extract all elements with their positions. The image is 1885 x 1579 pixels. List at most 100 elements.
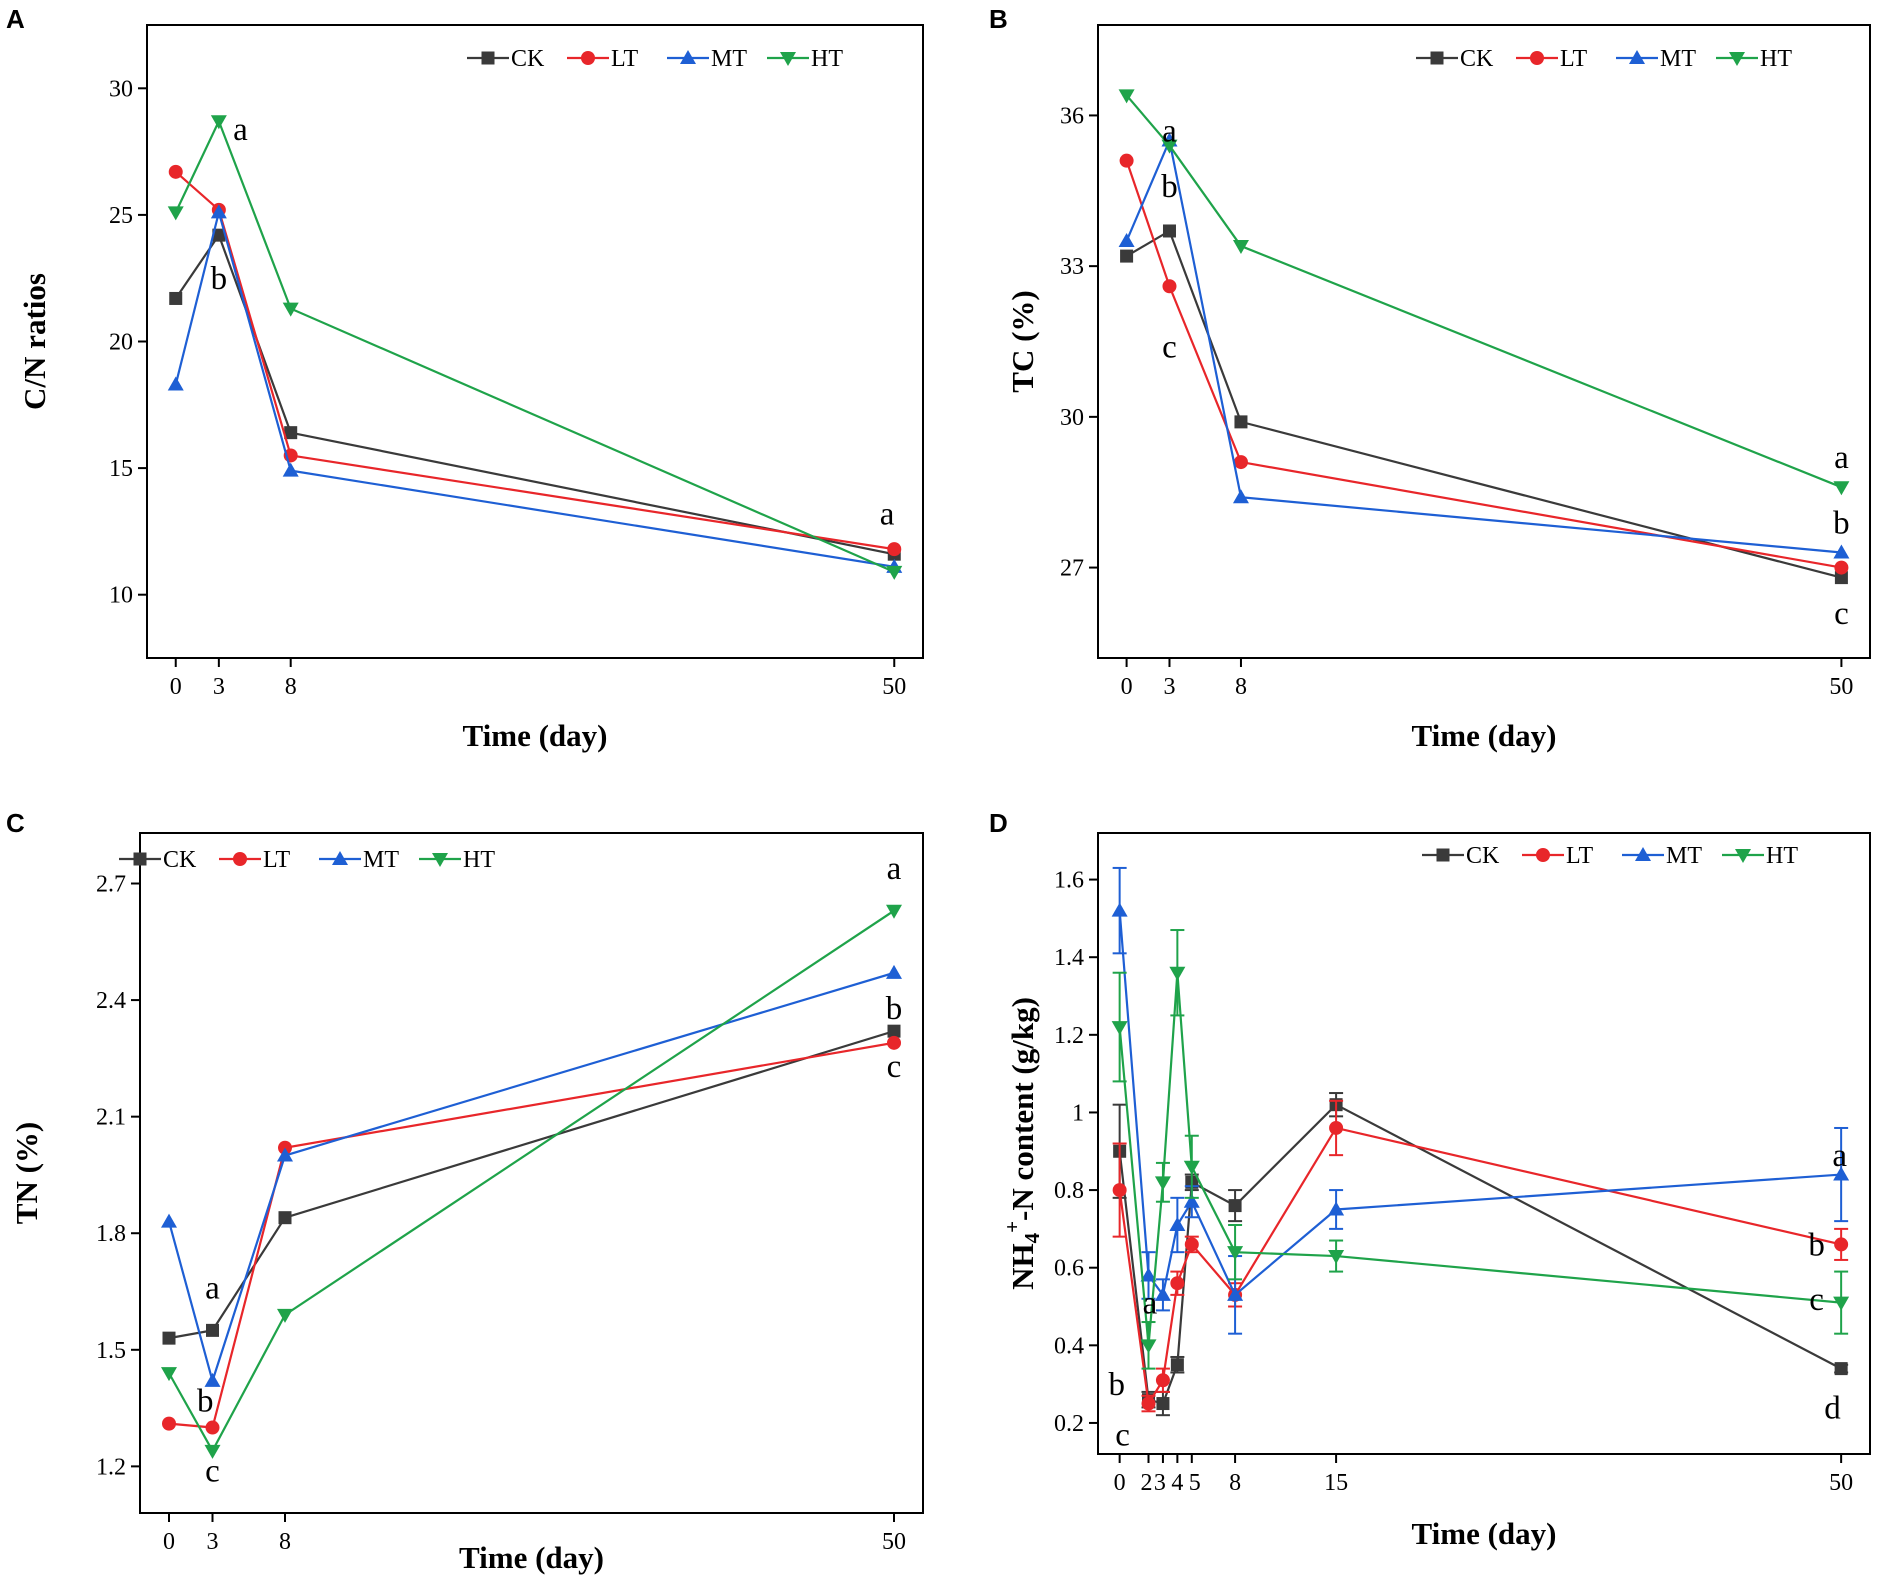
legend-label: HT xyxy=(811,46,843,72)
series-line xyxy=(1118,972,1842,1346)
y-tick-label: 0.4 xyxy=(1054,1333,1084,1359)
significance-letter: c xyxy=(1162,330,1177,366)
data-point xyxy=(161,1213,177,1228)
series-line xyxy=(168,1030,895,1340)
y-tick-label: 30 xyxy=(109,76,133,102)
data-point xyxy=(206,1323,219,1337)
data-point xyxy=(1141,1396,1156,1411)
series-line xyxy=(174,208,895,568)
significance-letter: b xyxy=(1833,505,1850,541)
data-point xyxy=(204,1444,221,1459)
y-tick-label: 1.6 xyxy=(1054,868,1084,894)
legend-item-ht: HT xyxy=(1722,843,1798,869)
series-line xyxy=(168,909,895,1454)
legend-marker xyxy=(780,52,796,66)
significance-letter: d xyxy=(1824,1390,1841,1426)
data-point xyxy=(1833,544,1850,559)
series-mt xyxy=(1118,132,1850,559)
x-tick-label: 0 xyxy=(163,1529,175,1555)
data-point xyxy=(277,1308,293,1323)
data-point xyxy=(1119,153,1134,168)
legend-marker xyxy=(1536,848,1550,862)
data-point xyxy=(886,565,903,580)
significance-letter: b xyxy=(1109,1367,1126,1403)
panel-letter: A xyxy=(6,4,25,34)
legend-marker xyxy=(133,852,147,866)
legend-item-lt: LT xyxy=(567,46,638,72)
data-point xyxy=(1162,279,1177,294)
legend-marker xyxy=(481,51,495,65)
y-tick-label: 1.4 xyxy=(1054,945,1084,971)
legend-item-ck: CK xyxy=(467,46,545,72)
data-point xyxy=(1227,1246,1244,1261)
data-point xyxy=(1834,571,1848,585)
y-tick-label: 1.2 xyxy=(96,1454,126,1480)
legend: CK LT MT HT xyxy=(1422,843,1798,869)
series-ck xyxy=(162,1024,901,1345)
y-tick-label: 1.2 xyxy=(1054,1023,1084,1049)
legend-label: MT xyxy=(711,46,747,72)
legend-item-ck: CK xyxy=(119,847,197,873)
significance-letter: b xyxy=(886,991,903,1027)
data-point xyxy=(1833,481,1850,496)
x-tick-label: 5 xyxy=(1189,1470,1201,1496)
data-point xyxy=(205,1420,220,1435)
series-line xyxy=(175,171,895,551)
x-tick-label: 0 xyxy=(1121,674,1133,700)
significance-letter: c xyxy=(1115,1418,1130,1454)
x-axis-title: Time (day) xyxy=(459,1540,604,1575)
data-point xyxy=(1183,1193,1200,1208)
x-tick-label: 50 xyxy=(882,1529,906,1555)
plot-frame xyxy=(1097,24,1871,659)
panel-letter: B xyxy=(989,4,1008,34)
significance-letter: a xyxy=(233,112,248,148)
legend-marker xyxy=(1729,52,1745,66)
x-tick-label: 50 xyxy=(1829,1470,1853,1496)
series-line xyxy=(1125,136,1842,554)
data-point xyxy=(168,164,183,179)
legend-label: CK xyxy=(1466,843,1500,869)
legend-marker xyxy=(233,852,247,866)
y-tick-label: 30 xyxy=(1060,405,1084,431)
data-point xyxy=(1154,1286,1171,1301)
legend-label: LT xyxy=(611,46,638,72)
data-point xyxy=(1111,902,1128,917)
legend-marker xyxy=(1635,847,1651,861)
legend: CK LT MT HT xyxy=(119,847,495,873)
legend-label: MT xyxy=(363,847,399,873)
data-point xyxy=(1183,1160,1200,1175)
legend-item-mt: MT xyxy=(667,46,747,72)
x-axis-title: Time (day) xyxy=(1412,1516,1557,1551)
x-tick-label: 0 xyxy=(1114,1470,1126,1496)
series-lt xyxy=(1119,153,1849,575)
data-point xyxy=(1234,415,1248,429)
significance-letter: a xyxy=(1143,1286,1158,1322)
y-tick-label: 36 xyxy=(1060,103,1084,129)
y-axis-title: NH4+-N content (g/kg) xyxy=(1000,997,1044,1290)
series-line xyxy=(168,1041,895,1429)
data-point xyxy=(1169,966,1186,981)
data-point xyxy=(1112,1183,1127,1198)
x-tick-label: 50 xyxy=(1829,674,1853,700)
data-point xyxy=(1140,1267,1157,1282)
series-ht xyxy=(1111,929,1850,1370)
data-point xyxy=(282,302,299,317)
significance-letter: c xyxy=(205,1453,220,1489)
data-point xyxy=(1329,1120,1344,1135)
panel-a: A 10 15 20 25 30 0 3 8 50 Time (day) C/N ratios CK LT… xyxy=(6,4,924,753)
series-ht xyxy=(161,904,902,1459)
data-point xyxy=(887,1024,901,1038)
series-mt xyxy=(1111,866,1850,1335)
data-point xyxy=(1834,560,1849,575)
legend-item-mt: MT xyxy=(1622,843,1702,869)
series-lt xyxy=(1112,1099,1849,1413)
plot-frame xyxy=(139,832,924,1514)
data-point xyxy=(1228,1199,1242,1213)
data-point xyxy=(1169,1217,1186,1232)
data-point xyxy=(1227,1286,1244,1301)
x-tick-label: 8 xyxy=(1229,1470,1241,1496)
significance-letter: a xyxy=(1832,1138,1847,1174)
series-line xyxy=(1125,160,1842,569)
data-point xyxy=(1118,233,1135,248)
